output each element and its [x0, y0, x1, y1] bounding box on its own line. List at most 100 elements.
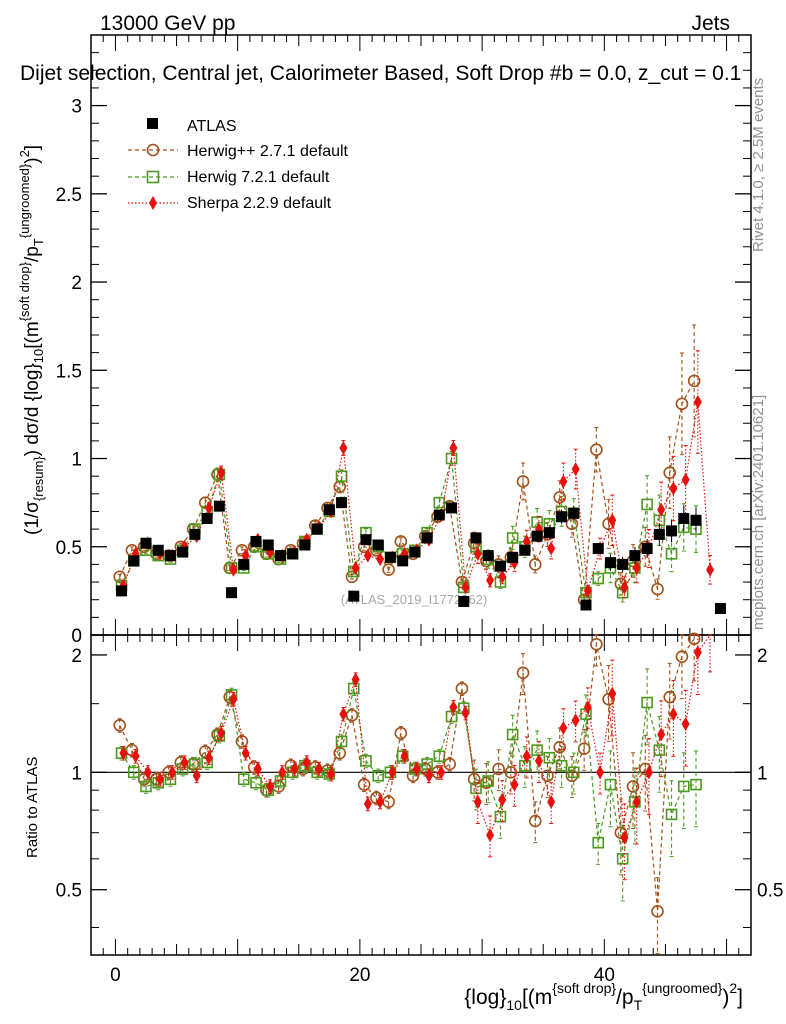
- herwigpp-point: [528, 814, 542, 828]
- herwig7-point: [372, 769, 385, 782]
- legend-label-atlas: ATLAS: [187, 118, 237, 135]
- mcplots-note: mcplots.cern.ch [arXiv:2401.10621]: [750, 395, 767, 630]
- atlas-point: [323, 504, 335, 516]
- ratio-frame: [90, 634, 752, 956]
- sherpa-point: [241, 746, 250, 761]
- category-label: Jets: [691, 12, 730, 35]
- herwig7-point: [335, 735, 348, 748]
- atlas-point: [543, 527, 555, 539]
- herwigpp-point: [394, 726, 408, 740]
- herwig7-point: [677, 780, 690, 793]
- herwig7-point: [470, 782, 482, 795]
- sherpa-point: [266, 779, 275, 794]
- herwig7-point: [555, 759, 568, 772]
- herwig7-point: [690, 778, 702, 791]
- atlas-point: [116, 585, 128, 597]
- legend-marker-atlas: [147, 118, 158, 129]
- herwigpp-point: [590, 443, 603, 457]
- sherpa-point: [278, 765, 287, 780]
- herwig7-point: [506, 728, 519, 741]
- ratio-tick-label: 1: [71, 763, 82, 784]
- atlas-point: [250, 535, 262, 547]
- atlas-point: [274, 550, 286, 562]
- herwigpp-point: [675, 397, 689, 411]
- herwigpp-point: [590, 637, 603, 651]
- ratio-tick-label: 2: [757, 646, 768, 667]
- herwig7-point: [567, 766, 580, 779]
- atlas-point: [213, 500, 225, 512]
- herwig7-point: [592, 572, 605, 585]
- herwigpp-point: [492, 762, 505, 776]
- sherpa-point: [290, 761, 299, 776]
- sherpa-point: [669, 707, 678, 722]
- sherpa-point: [534, 753, 543, 768]
- atlas-point: [592, 543, 604, 555]
- herwig7-point: [665, 808, 678, 821]
- sherpa-point: [461, 705, 470, 720]
- herwigpp-point: [113, 719, 127, 732]
- energy-label: 13000 GeV pp: [100, 12, 235, 35]
- atlas-point: [152, 544, 164, 556]
- sherpa-point: [424, 768, 433, 783]
- atlas-point: [140, 537, 152, 549]
- sherpa-point: [131, 749, 140, 764]
- atlas-point: [446, 502, 458, 514]
- ratio-tick-label: 2: [71, 646, 82, 667]
- sherpa-point: [449, 440, 458, 455]
- legend-label-sherpa: Sherpa 2.2.9 default: [187, 195, 332, 212]
- atlas-point: [519, 544, 531, 556]
- x-tick-label: 20: [349, 965, 370, 986]
- y-tick-label: 2.5: [56, 185, 82, 206]
- sherpa-point: [168, 765, 177, 780]
- sherpa-point: [229, 692, 238, 707]
- sherpa-point: [693, 395, 702, 410]
- herwig7-point: [482, 775, 495, 787]
- sherpa-point: [192, 768, 201, 783]
- sherpa-point: [217, 465, 226, 480]
- svg-text:(1/σ{resum}) dσ/d {log}10[(m{s: (1/σ{resum}) dσ/d {log}10[(m{soft drop}/…: [17, 145, 46, 535]
- atlas-point: [678, 513, 690, 525]
- herwigpp-point: [394, 535, 408, 548]
- atlas-point: [262, 539, 274, 551]
- legend-marker-herwig7: [146, 170, 160, 184]
- atlas-point: [714, 603, 726, 615]
- atlas-point: [568, 507, 580, 519]
- herwig7-point: [445, 452, 458, 465]
- sherpa-point: [681, 717, 690, 732]
- atlas-point: [164, 550, 176, 562]
- atlas-point: [433, 509, 445, 521]
- herwigpp-point: [626, 780, 640, 793]
- sherpa-point: [486, 828, 495, 843]
- sherpa-point: [473, 794, 482, 809]
- herwigpp-point: [687, 632, 701, 646]
- atlas-point: [690, 514, 702, 526]
- atlas-point: [604, 557, 616, 569]
- sherpa-point: [547, 541, 556, 556]
- atlas-point: [360, 534, 372, 546]
- herwigpp-point: [113, 570, 127, 584]
- atlas-point: [336, 497, 348, 509]
- herwig7-point: [335, 470, 348, 482]
- ratio-tick-label: 0.5: [56, 881, 82, 902]
- y-tick-label: 1.5: [56, 361, 82, 382]
- legend: ATLAS Herwig++ 2.7.1 default Herwig 7.2.…: [128, 118, 349, 212]
- herwig7-point: [360, 755, 372, 767]
- herwig7-point: [506, 532, 519, 544]
- herwigpp-point: [687, 374, 701, 388]
- sherpa-point: [449, 700, 458, 715]
- herwigpp-point: [357, 778, 371, 791]
- herwigpp-point: [516, 475, 530, 488]
- y-tick-label: 2: [71, 273, 82, 294]
- sherpa-point: [657, 727, 666, 742]
- sherpa-point: [693, 645, 702, 660]
- herwigpp-point: [504, 766, 518, 779]
- herwig7-point: [127, 766, 140, 779]
- sherpa-point: [376, 552, 385, 567]
- sherpa-point: [363, 796, 372, 811]
- atlas-point: [189, 528, 201, 540]
- sherpa-point: [583, 583, 592, 598]
- sherpa-point: [412, 761, 421, 776]
- atlas-point: [299, 539, 311, 551]
- herwigpp-point: [663, 466, 677, 479]
- atlas-point: [348, 590, 360, 602]
